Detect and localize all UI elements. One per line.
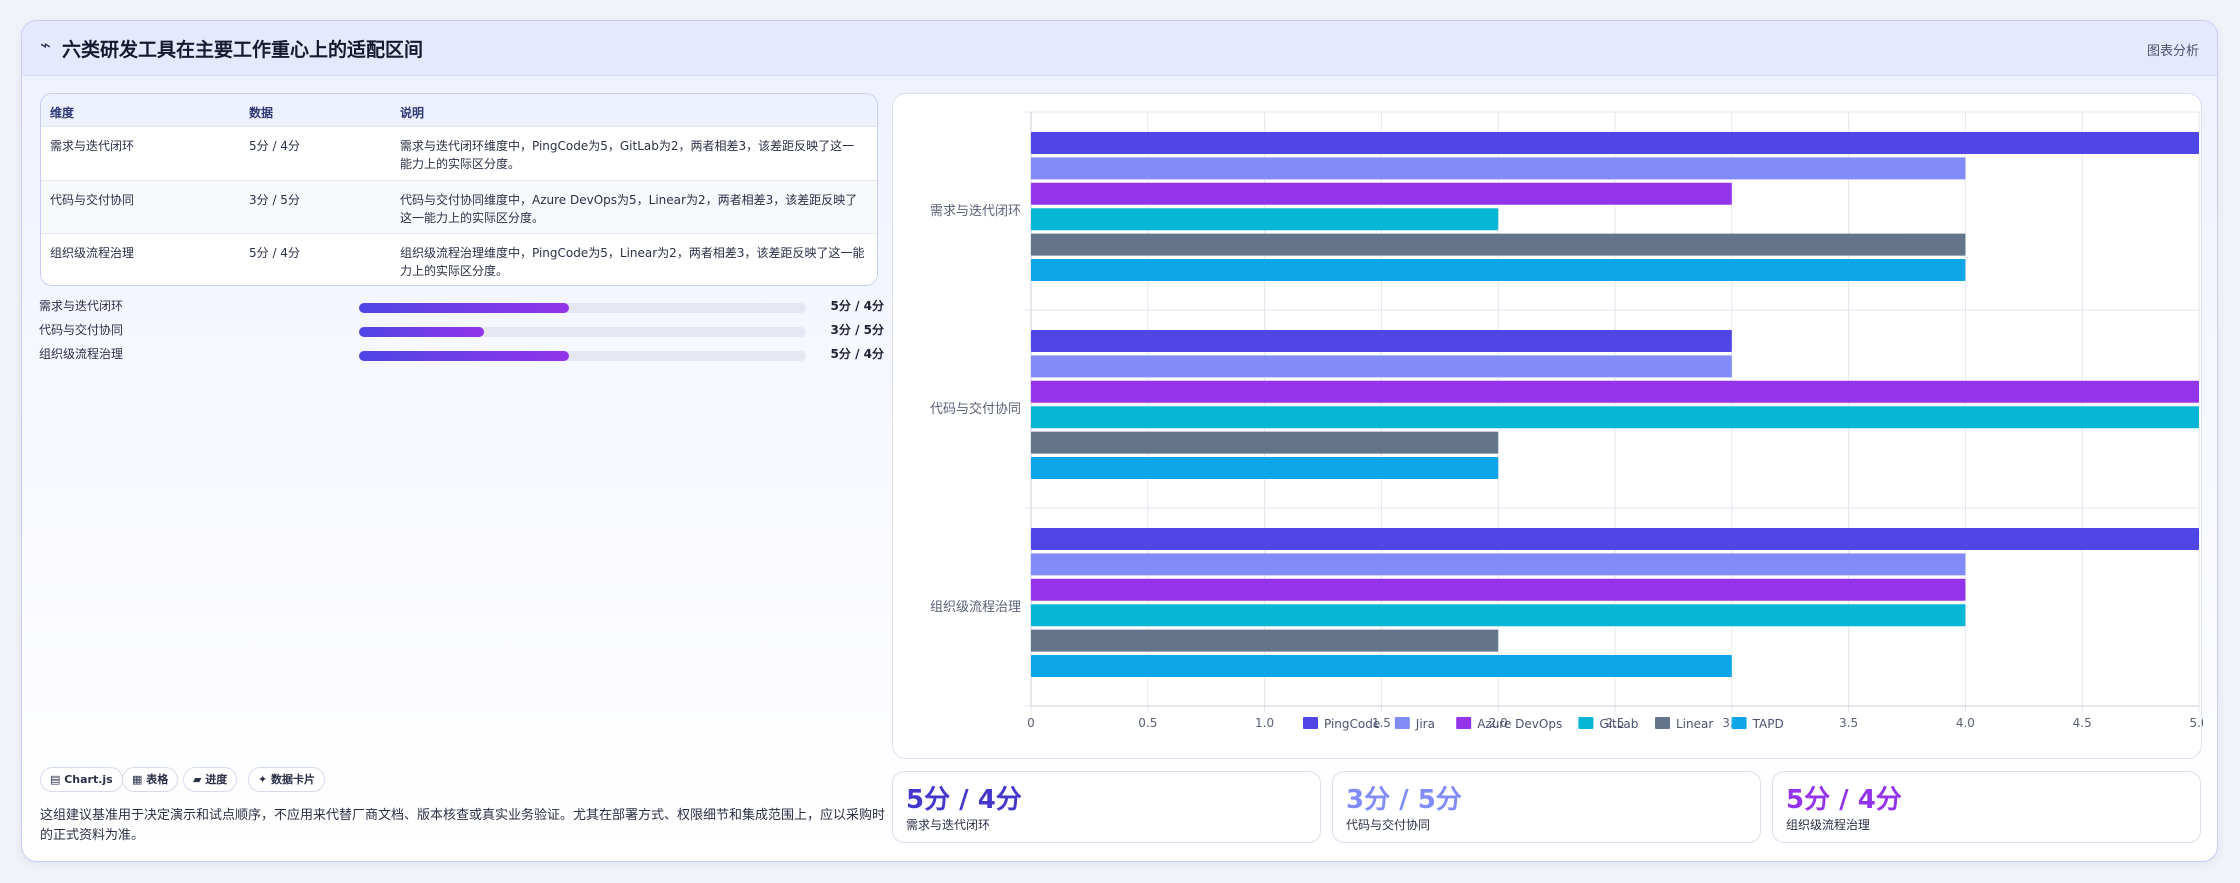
progress-row: 组织级流程治理 5分 / 4分 (39, 344, 884, 364)
bar-azure-devops (1031, 380, 2199, 403)
page-title: 六类研发工具在主要工作重心上的适配区间 (62, 39, 424, 61)
chart-panel: 00.51.01.52.02.53.03.54.04.55.0需求与迭代闭环代码… (892, 93, 2203, 759)
x-tick-label: 0.5 (1138, 716, 1157, 730)
bar-linear (1031, 431, 1499, 454)
bar-chart: 00.51.01.52.02.53.03.54.04.55.0需求与迭代闭环代码… (930, 111, 2203, 731)
table-cell-data: 5分 / 4分 (249, 139, 300, 153)
bar-azure-devops (1031, 182, 1732, 205)
x-tick-label: 3.5 (1839, 716, 1858, 730)
x-tick-label: 0 (1027, 716, 1035, 730)
table-cell-description: 代码与交付协同维度中，Azure DevOps为5，Linear为2，两者相差3… (400, 193, 858, 225)
x-tick-label: 2.0 (1489, 716, 1508, 730)
progress-value: 3分 / 5分 (830, 323, 884, 337)
table-row: 组织级流程治理 5分 / 4分 组织级流程治理维度中，PingCode为5，Li… (41, 234, 877, 285)
table-cell-description: 组织级流程治理维度中，PingCode为5，Linear为2，两者相差3，该差距… (400, 246, 865, 278)
table-header-cell: 说明 (400, 106, 425, 120)
progress-track (359, 303, 806, 313)
legend-label: Linear (1676, 717, 1713, 731)
progress-track (359, 327, 806, 337)
legend-swatch (1394, 717, 1410, 729)
progress-track (359, 351, 806, 361)
y-category-label: 组织级流程治理 (930, 600, 1021, 615)
bar-tapd (1031, 259, 1966, 281)
bar-azure-devops (1031, 578, 1966, 601)
progress-fill (359, 351, 570, 361)
chart-analysis-tag: 图表分析 (2146, 44, 2199, 59)
table-header-cell: 维度 (50, 106, 75, 120)
table-cell-dimension: 需求与迭代闭环 (50, 139, 135, 153)
x-tick-label: 1.0 (1255, 716, 1274, 730)
analysis-card: ⌁ 六类研发工具在主要工作重心上的适配区间 图表分析 维度 数据 说明 需求与迭… (21, 20, 2218, 862)
bar-jira (1031, 355, 1732, 378)
legend-label: GitLab (1599, 717, 1638, 731)
x-tick-label: 1.5 (1372, 716, 1391, 730)
progress-fill (359, 327, 485, 337)
bar-gitlab (1031, 406, 2199, 429)
legend-label: PingCode (1324, 717, 1380, 731)
table-cell-data: 3分 / 5分 (249, 193, 300, 207)
disclaimer-note: 这组建议基准用于决定演示和试点顺序，不应用来代替厂商文档、版本核查或真实业务验证… (40, 808, 886, 843)
bar-pingcode (1031, 132, 2199, 154)
bar-linear (1031, 629, 1499, 652)
legend-swatch (1655, 717, 1670, 729)
bar-jira (1031, 157, 1966, 180)
stat-value: 3分 / 5分 (1346, 785, 1462, 815)
table-row: 需求与迭代闭环 5分 / 4分 需求与迭代闭环维度中，PingCode为5，Gi… (41, 127, 877, 181)
bar-tapd (1031, 457, 1499, 479)
legend-swatch (1578, 717, 1594, 729)
y-category-label: 代码与交付协同 (930, 401, 1021, 417)
progress-chip[interactable]: ▰ 进度 (183, 767, 238, 792)
stat-card: 5分 / 4分 需求与迭代闭环 (892, 771, 1321, 843)
y-category-label: 需求与迭代闭环 (930, 204, 1021, 219)
progress-value: 5分 / 4分 (830, 299, 884, 313)
stat-value: 5分 / 4分 (1786, 785, 1902, 815)
stat-label: 需求与迭代闭环 (906, 818, 991, 832)
table-chip[interactable]: ▦ 表格 (122, 767, 179, 792)
x-tick-label: 2.5 (1605, 716, 1624, 730)
table-cell-data: 5分 / 4分 (249, 246, 300, 260)
bar-tapd (1031, 655, 1732, 677)
x-tick-label: 5.0 (2189, 716, 2203, 730)
table-cell-description: 需求与迭代闭环维度中，PingCode为5，GitLab为2，两者相差3，该差距… (400, 139, 855, 171)
bar-pingcode (1031, 330, 1732, 352)
bar-gitlab (1031, 208, 1499, 231)
stat-label: 组织级流程治理 (1786, 818, 1871, 832)
table-cell-dimension: 代码与交付协同 (50, 193, 135, 207)
data-table: 维度 数据 说明 需求与迭代闭环 5分 / 4分 需求与迭代闭环维度中，Ping… (40, 93, 878, 286)
table-cell-dimension: 组织级流程治理 (50, 246, 135, 260)
progress-label: 代码与交付协同 (39, 323, 124, 337)
legend-label: Azure DevOps (1477, 717, 1562, 731)
data-card-chip[interactable]: ✦ 数据卡片 (248, 767, 326, 792)
stat-label: 代码与交付协同 (1346, 818, 1431, 832)
bar-jira (1031, 553, 1966, 576)
progress-label: 需求与迭代闭环 (39, 299, 124, 313)
progress-row: 需求与迭代闭环 5分 / 4分 (39, 296, 884, 316)
card-header: ⌁ 六类研发工具在主要工作重心上的适配区间 图表分析 (22, 21, 2217, 76)
stat-value: 5分 / 4分 (906, 785, 1022, 815)
x-tick-label: 4.0 (1956, 716, 1975, 730)
bar-pingcode (1031, 528, 2199, 550)
legend-swatch (1456, 717, 1472, 729)
bar-gitlab (1031, 604, 1966, 627)
legend-label: Jira (1415, 717, 1435, 731)
table-header-cell: 数据 (249, 106, 274, 120)
legend-swatch (1731, 717, 1747, 729)
table-header-row: 维度 数据 说明 (41, 94, 877, 127)
bar-linear (1031, 233, 1966, 256)
x-tick-label: 4.5 (2073, 716, 2092, 730)
legend-label: TAPD (1752, 717, 1784, 731)
progress-fill (359, 303, 570, 313)
chart-line-icon: ⌁ (40, 35, 51, 56)
table-row: 代码与交付协同 3分 / 5分 代码与交付协同维度中，Azure DevOps为… (41, 181, 877, 234)
stat-card: 3分 / 5分 代码与交付协同 (1332, 771, 1761, 843)
progress-value: 5分 / 4分 (830, 347, 884, 361)
progress-label: 组织级流程治理 (39, 347, 124, 361)
legend-swatch (1303, 717, 1318, 729)
stat-card: 5分 / 4分 组织级流程治理 (1772, 771, 2201, 843)
chartjs-chip[interactable]: ▤ Chart.js (40, 767, 123, 792)
progress-row: 代码与交付协同 3分 / 5分 (39, 320, 884, 340)
